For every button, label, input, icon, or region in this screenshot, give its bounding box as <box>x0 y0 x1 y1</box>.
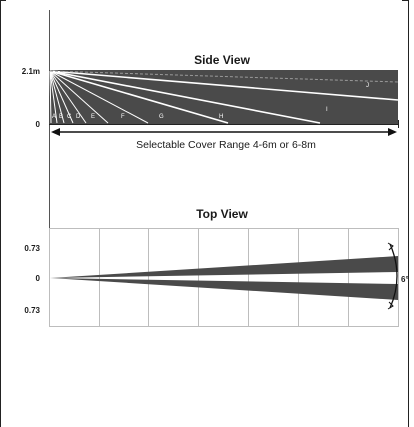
range-caption: Selectable Cover Range 4-6m or 6-8m <box>136 139 316 151</box>
side-view-beam-boundary <box>49 70 399 83</box>
side-view-zone-label: E <box>91 114 95 120</box>
top-view-y-label-center: 0 <box>36 274 41 283</box>
side-view-ground-label: 0 <box>36 120 41 129</box>
side-view-zone-labels: A B C D E F G H I J <box>52 83 369 120</box>
side-view-zone-label: J <box>366 83 369 89</box>
side-view-zone-label: D <box>76 114 81 120</box>
top-view-y-label-upper: 0.73 <box>24 244 40 253</box>
side-view-beam-line <box>49 70 58 124</box>
angle-arc-bottom-tick <box>387 301 394 310</box>
top-view-upper-beam <box>50 256 398 278</box>
side-view-beam-line <box>49 70 229 124</box>
angle-arc-top-tick <box>387 242 394 251</box>
top-view-y-label-lower: 0.73 <box>24 306 40 315</box>
side-view-beam-line <box>49 70 321 124</box>
top-view-title: Top View <box>196 207 248 221</box>
side-view-beam-line <box>49 70 65 124</box>
side-view-zone-label: A <box>52 114 56 120</box>
angle-arc <box>389 243 398 309</box>
side-view-zone-label: I <box>326 107 328 113</box>
range-arrow <box>51 128 397 136</box>
side-view-beam-lines <box>49 70 399 124</box>
side-view-beam-line <box>49 70 399 101</box>
side-view-beam-line <box>49 70 74 124</box>
side-view-beam-line <box>49 70 109 124</box>
side-view-zone-label: B <box>59 114 63 120</box>
side-view-zone-label: F <box>121 114 125 120</box>
side-view-zone-label: G <box>159 114 164 120</box>
side-view-height-label: 2.1m <box>22 67 40 76</box>
side-view-beam-line <box>49 70 87 124</box>
side-view-zone-label: H <box>219 114 223 120</box>
top-view-grid <box>49 228 399 327</box>
side-view-beam-line <box>49 70 149 124</box>
angle-label: 6° <box>401 275 409 284</box>
side-view-beam-line <box>49 70 52 124</box>
side-view-zone-label: C <box>67 114 72 120</box>
side-view-beam-area <box>49 70 398 124</box>
top-view-lower-beam <box>50 278 398 300</box>
side-view-title: Side View <box>194 53 250 67</box>
